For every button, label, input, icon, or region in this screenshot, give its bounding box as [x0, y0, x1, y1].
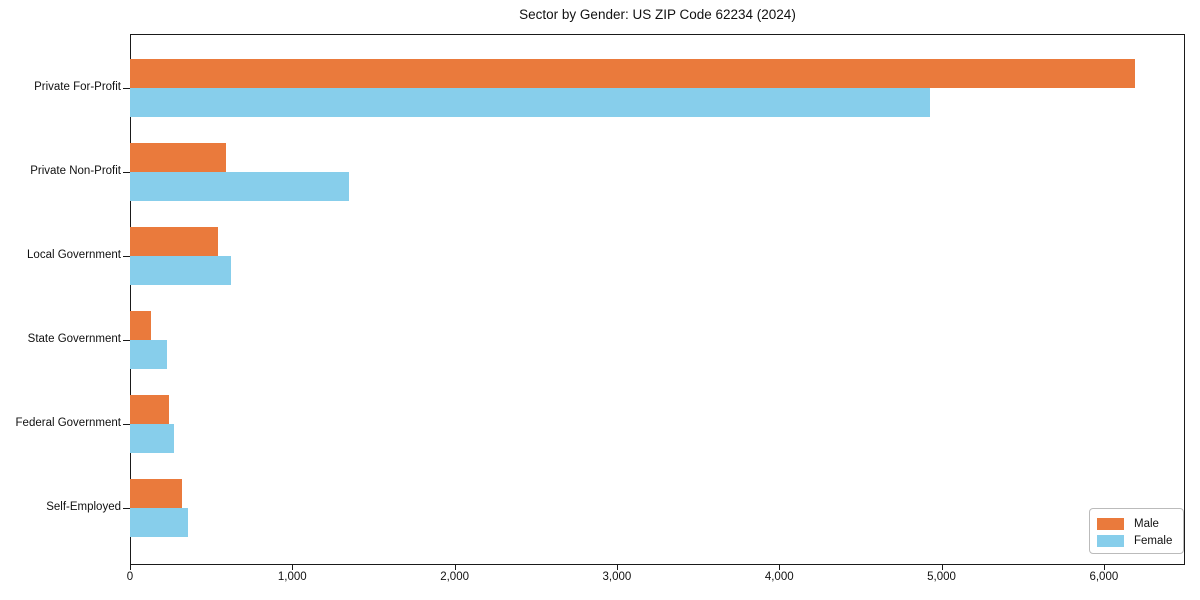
bar-female-local-government [130, 256, 231, 285]
plot-area [130, 34, 1185, 565]
legend-label-male: Male [1134, 517, 1159, 530]
y-tick-mark [123, 424, 130, 425]
bar-male-federal-government [130, 395, 169, 424]
y-tick-label-local-government: Local Government [27, 249, 121, 261]
x-tick-label-5-000: 5,000 [927, 571, 956, 583]
legend-label-female: Female [1134, 534, 1173, 547]
x-tick-mark [779, 565, 781, 570]
x-tick-label-3-000: 3,000 [602, 571, 632, 583]
x-tick-mark [130, 565, 131, 570]
y-tick-label-private-non-profit: Private Non-Profit [30, 165, 121, 177]
bar-male-self-employed [130, 479, 182, 508]
legend-swatch-male [1097, 517, 1124, 530]
bar-male-local-government [130, 227, 218, 256]
x-tick-label-1-000: 1,000 [277, 571, 307, 583]
y-tick-mark [123, 172, 130, 173]
bar-female-private-non-profit [130, 172, 350, 201]
y-tick-mark [123, 256, 130, 257]
x-tick-label-0: 0 [126, 571, 134, 583]
y-tick-mark [123, 508, 130, 509]
y-tick-label-private-for-profit: Private For-Profit [34, 81, 121, 93]
y-tick-label-federal-government: Federal Government [15, 417, 121, 429]
x-tick-label-4-000: 4,000 [764, 571, 794, 583]
bar-male-state-government [130, 311, 152, 340]
x-tick-mark [941, 565, 943, 570]
x-tick-mark [292, 565, 294, 570]
bar-female-self-employed [130, 508, 189, 537]
bar-female-private-for-profit [130, 88, 931, 117]
chart-title: Sector by Gender: US ZIP Code 62234 (202… [519, 7, 796, 22]
x-tick-mark [616, 565, 618, 570]
x-tick-label-2-000: 2,000 [440, 571, 469, 583]
bar-female-federal-government [130, 424, 174, 453]
bar-male-private-for-profit [130, 59, 1135, 88]
legend-swatch-female [1097, 534, 1124, 547]
bar-female-state-government [130, 340, 168, 369]
legend-entry-female: Female [1097, 532, 1183, 549]
x-tick-mark [454, 565, 456, 570]
bar-male-private-non-profit [130, 143, 226, 172]
x-tick-label-6-000: 6,000 [1089, 571, 1119, 583]
y-tick-label-self-employed: Self-Employed [46, 501, 121, 513]
x-tick-mark [1103, 565, 1105, 570]
legend: Male Female [1089, 508, 1184, 554]
legend-entry-male: Male [1097, 515, 1183, 532]
y-tick-label-state-government: State Government [27, 333, 121, 345]
y-tick-mark [123, 88, 130, 89]
y-tick-mark [123, 340, 130, 341]
